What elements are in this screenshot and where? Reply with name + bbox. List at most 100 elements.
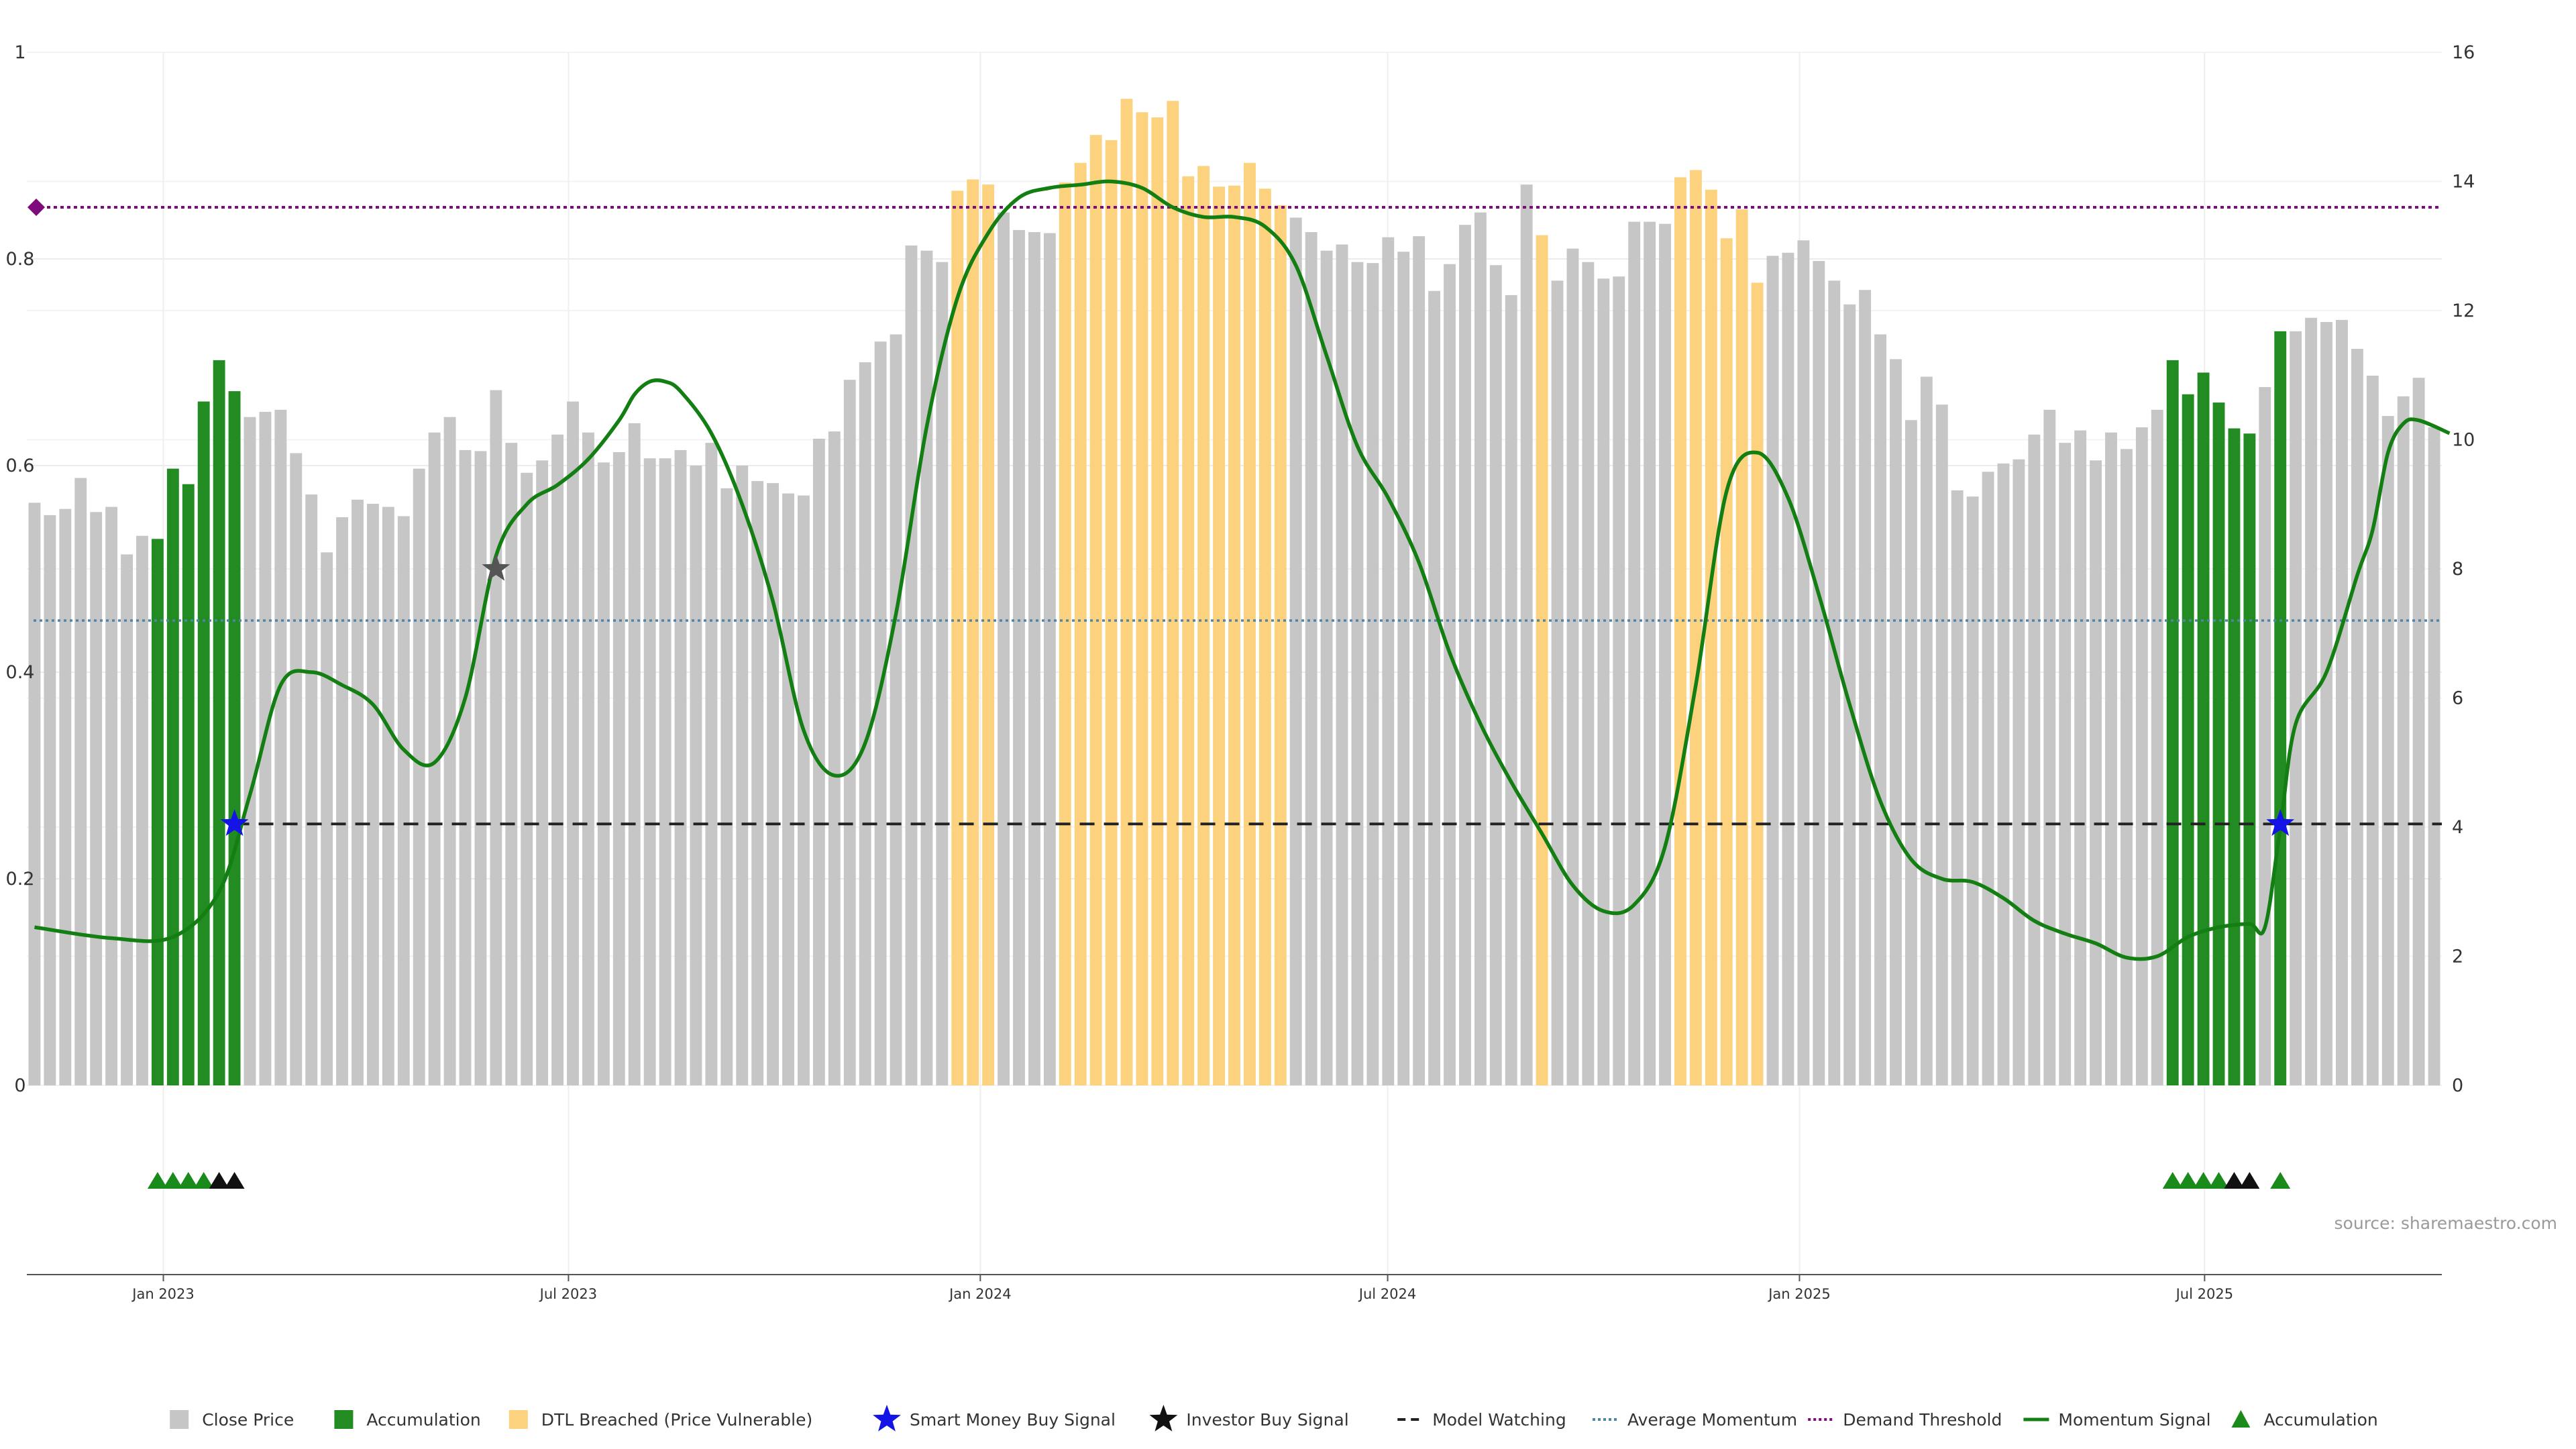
y-left-tick-label: 0.2 xyxy=(6,869,35,890)
bar-dtl-breached xyxy=(1151,117,1164,1085)
bar-close-price xyxy=(2059,443,2072,1085)
legend-label: Model Watching xyxy=(1432,1410,1566,1430)
legend-item: Model Watching xyxy=(1397,1410,1566,1430)
y-left-tick-label: 1 xyxy=(14,42,25,63)
bar-close-price xyxy=(751,481,764,1085)
bar-dtl-breached xyxy=(1197,166,1210,1085)
accumulation-triangle xyxy=(2270,1172,2291,1189)
bar-accumulation xyxy=(2212,402,2225,1085)
bar-close-price xyxy=(1843,304,1856,1085)
bar-close-price xyxy=(582,432,594,1085)
bar-close-price xyxy=(321,552,333,1085)
bar-close-price xyxy=(2259,386,2271,1086)
bar-close-price xyxy=(690,466,702,1085)
bar-close-price xyxy=(1336,244,1348,1086)
bar-accumulation xyxy=(2243,433,2256,1085)
reference-lines xyxy=(28,199,2442,826)
legend-item: DTL Breached (Price Vulnerable) xyxy=(508,1410,812,1430)
bar-close-price xyxy=(366,503,379,1085)
bar-close-price xyxy=(105,506,118,1085)
bar-dtl-breached xyxy=(1274,205,1287,1085)
y-right-tick-label: 0 xyxy=(2452,1075,2463,1096)
bar-close-price xyxy=(767,483,780,1085)
bar-close-price xyxy=(1890,359,1902,1085)
bar-close-price xyxy=(920,250,933,1086)
legend-label: Average Momentum xyxy=(1627,1410,1797,1430)
bar-close-price xyxy=(428,432,441,1085)
bar-close-price xyxy=(505,443,518,1085)
bar-close-price xyxy=(2305,317,2318,1085)
legend-item: Accumulation xyxy=(334,1410,481,1430)
bar-close-price xyxy=(798,495,810,1085)
bar-close-price xyxy=(1613,276,1625,1086)
bar-close-price xyxy=(1320,250,1333,1086)
bar-close-price xyxy=(628,423,641,1085)
bar-close-price xyxy=(998,212,1010,1086)
bar-accumulation xyxy=(2166,360,2179,1086)
bar-close-price xyxy=(1520,184,1533,1085)
bar-close-price xyxy=(859,362,871,1085)
bar-close-price xyxy=(136,535,148,1085)
bar-close-price xyxy=(1951,490,1964,1085)
bars xyxy=(28,99,2440,1086)
bar-dtl-breached xyxy=(1751,282,1764,1085)
accumulation-triangle xyxy=(178,1172,199,1189)
x-tick-label: Jul 2024 xyxy=(1358,1286,1416,1302)
bar-close-price xyxy=(90,512,103,1085)
bar-close-price xyxy=(259,411,272,1085)
bar-dtl-breached xyxy=(1136,112,1148,1085)
bar-close-price xyxy=(843,380,856,1086)
bar-close-price xyxy=(1766,256,1779,1085)
bar-close-price xyxy=(443,417,456,1085)
legend: Close Price Accumulation DTL Breached (Pri… xyxy=(170,1405,2378,1432)
bar-accumulation xyxy=(213,360,225,1086)
momentum-line xyxy=(34,179,2451,961)
bar-close-price xyxy=(2336,319,2348,1085)
bar-accumulation xyxy=(2197,372,2210,1085)
bar-close-price xyxy=(2135,427,2148,1085)
bar-close-price xyxy=(1366,263,1379,1085)
bar-close-price xyxy=(1566,248,1579,1086)
demand-threshold-marker xyxy=(28,199,45,216)
bar-close-price xyxy=(44,515,56,1085)
legend-label: Investor Buy Signal xyxy=(1186,1410,1348,1430)
accumulation-triangle xyxy=(2239,1172,2260,1189)
bar-dtl-breached xyxy=(1089,135,1102,1086)
bar-close-price xyxy=(2028,434,2041,1085)
bar-close-price xyxy=(1782,252,1794,1085)
bar-close-price xyxy=(1859,290,1872,1086)
legend-swatch xyxy=(334,1410,354,1429)
bar-dtl-breached xyxy=(951,191,964,1085)
bar-close-price xyxy=(1597,278,1610,1085)
bar-dtl-breached xyxy=(1120,99,1133,1085)
y-left-tick-label: 0.6 xyxy=(6,455,35,476)
bar-close-price xyxy=(597,462,610,1085)
legend-label: Accumulation xyxy=(366,1410,480,1430)
bar-close-price xyxy=(74,478,87,1085)
bar-close-price xyxy=(1413,236,1426,1085)
bar-dtl-breached xyxy=(967,179,979,1085)
bar-close-price xyxy=(490,390,502,1085)
x-tick-label: Jan 2025 xyxy=(1767,1286,1831,1302)
bar-close-price xyxy=(2320,321,2332,1086)
bar-close-price xyxy=(2351,348,2363,1085)
bar-close-price xyxy=(705,443,718,1085)
investor-buy-star xyxy=(482,554,511,581)
legend-item: Smart Money Buy Signal xyxy=(873,1405,1116,1432)
y-right-tick-label: 16 xyxy=(2452,42,2475,63)
bar-close-price xyxy=(2074,430,2087,1085)
bar-close-price xyxy=(674,449,687,1085)
y-right-tick-label: 4 xyxy=(2452,817,2463,838)
bar-close-price xyxy=(1444,264,1456,1086)
bar-close-price xyxy=(1935,405,1948,1085)
smart-money-buy-star xyxy=(220,809,249,836)
bar-close-price xyxy=(659,458,672,1085)
legend-label: Momentum Signal xyxy=(2058,1410,2210,1430)
y-left-tick-label: 0.8 xyxy=(6,249,35,270)
bar-accumulation xyxy=(182,484,195,1085)
bar-close-price xyxy=(2012,459,2025,1085)
bar-dtl-breached xyxy=(1105,140,1118,1085)
bar-close-price xyxy=(1904,420,1917,1085)
bar-close-price xyxy=(1289,217,1302,1085)
